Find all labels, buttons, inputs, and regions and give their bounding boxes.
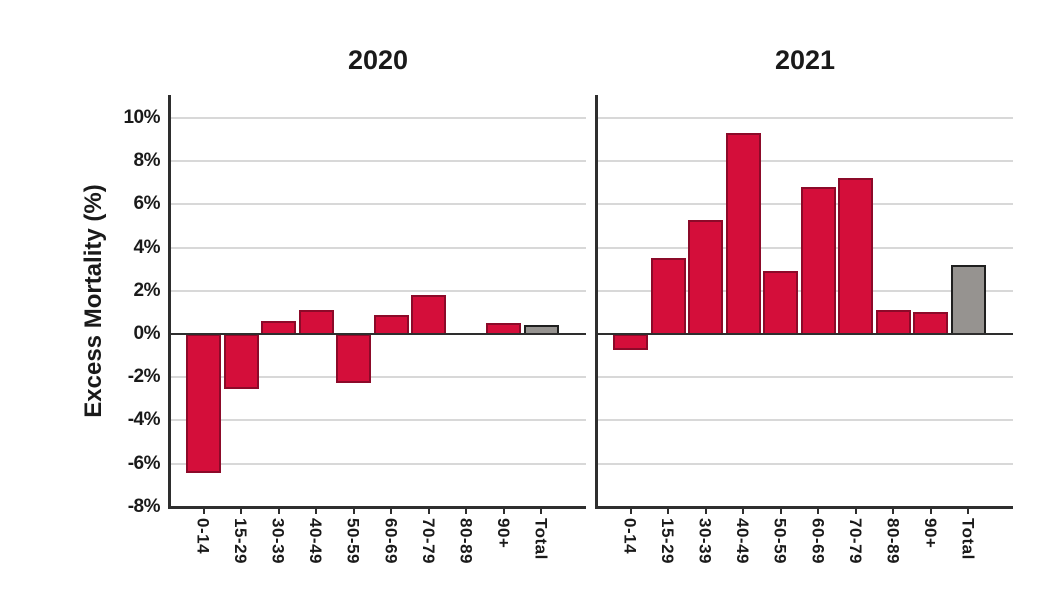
bar-2020-50-59	[336, 334, 372, 383]
x-tick	[929, 506, 932, 514]
gridline	[597, 160, 1013, 163]
gridline	[597, 376, 1013, 379]
x-tick	[390, 506, 393, 514]
bar-2021-15-29	[650, 258, 686, 335]
x-tick-label-40-49: 40-49	[733, 517, 753, 564]
bar-2021-total	[950, 264, 986, 335]
gridline	[597, 462, 1013, 465]
y-tick-label-6%: 6%	[133, 193, 161, 215]
x-tick	[892, 506, 895, 514]
x-tick	[967, 506, 970, 514]
y-tick-label--4%: -4%	[127, 409, 161, 431]
x-tick	[540, 506, 543, 514]
bar-2020-60-69	[373, 314, 409, 335]
bar-2021-80-89	[875, 310, 911, 335]
x-tick	[779, 506, 782, 514]
gridline	[170, 419, 586, 422]
x-tick-label-50-59: 50-59	[343, 517, 363, 564]
x-tick	[667, 506, 670, 514]
bar-2020-70-79	[411, 295, 447, 335]
y-tick-label--8%: -8%	[127, 495, 161, 517]
bar-2021-60-69	[800, 187, 836, 335]
x-tick-label-15-29: 15-29	[231, 517, 251, 564]
bar-2021-30-39	[688, 219, 724, 335]
x-tick	[240, 506, 243, 514]
y-tick-label-2%: 2%	[133, 279, 161, 301]
bar-2020-15-29	[223, 334, 259, 389]
gridline	[170, 376, 586, 379]
x-axis-line	[597, 505, 1013, 509]
y-axis-line	[595, 95, 598, 509]
gridline	[597, 117, 1013, 119]
panel-title-2020: 2020	[347, 45, 409, 75]
bar-2020-40-49	[298, 310, 334, 335]
x-tick-label-70-79: 70-79	[845, 517, 865, 564]
gridline	[170, 160, 586, 163]
x-tick	[817, 506, 820, 514]
x-tick	[277, 506, 280, 514]
x-tick-label-30-39: 30-39	[268, 517, 288, 564]
x-tick-label-60-69: 60-69	[381, 517, 401, 564]
x-tick-label-15-29: 15-29	[658, 517, 678, 564]
gridline	[170, 117, 586, 119]
x-tick	[465, 506, 468, 514]
x-tick	[854, 506, 857, 514]
bar-2021-40-49	[725, 133, 761, 335]
x-tick	[202, 506, 205, 514]
x-tick-label-total: Total	[958, 517, 978, 560]
x-tick	[704, 506, 707, 514]
gridline	[170, 203, 586, 206]
x-tick-label-total: Total	[531, 517, 551, 560]
bar-2020-0-14	[186, 334, 221, 474]
x-tick-label-80-89: 80-89	[456, 517, 476, 564]
bar-2021-90+	[913, 312, 949, 335]
x-tick-label-90+: 90+	[493, 517, 513, 549]
gridline	[170, 246, 586, 249]
y-tick-label--6%: -6%	[127, 452, 161, 474]
x-tick	[629, 506, 632, 514]
y-tick-label-4%: 4%	[133, 236, 161, 258]
zero-line	[170, 333, 586, 335]
bar-2021-0-14	[613, 334, 648, 351]
y-tick-label-8%: 8%	[133, 150, 161, 172]
x-tick-label-90+: 90+	[920, 517, 940, 549]
x-tick-label-0-14: 0-14	[620, 517, 640, 554]
x-tick-label-30-39: 30-39	[695, 517, 715, 564]
y-tick-label-0%: 0%	[133, 323, 161, 344]
y-axis-line	[168, 95, 171, 509]
y-tick-label--2%: -2%	[127, 366, 161, 388]
bar-2021-70-79	[838, 178, 874, 335]
x-tick-label-60-69: 60-69	[808, 517, 828, 564]
gridline	[597, 419, 1013, 422]
zero-line	[597, 333, 1013, 335]
panel-title-2021: 2021	[774, 45, 836, 75]
x-tick	[742, 506, 745, 514]
x-tick-label-70-79: 70-79	[418, 517, 438, 564]
x-tick	[502, 506, 505, 514]
x-tick-label-0-14: 0-14	[193, 517, 213, 554]
x-tick	[352, 506, 355, 514]
gridline	[170, 462, 586, 465]
gridline	[170, 289, 586, 292]
x-tick-label-50-59: 50-59	[770, 517, 790, 564]
x-axis-line	[170, 505, 586, 509]
x-tick	[315, 506, 318, 514]
x-tick-label-80-89: 80-89	[883, 517, 903, 564]
x-tick	[427, 506, 430, 514]
x-tick-label-40-49: 40-49	[306, 517, 326, 564]
bar-2021-50-59	[763, 271, 799, 335]
y-tick-label-10%: 10%	[123, 107, 160, 128]
